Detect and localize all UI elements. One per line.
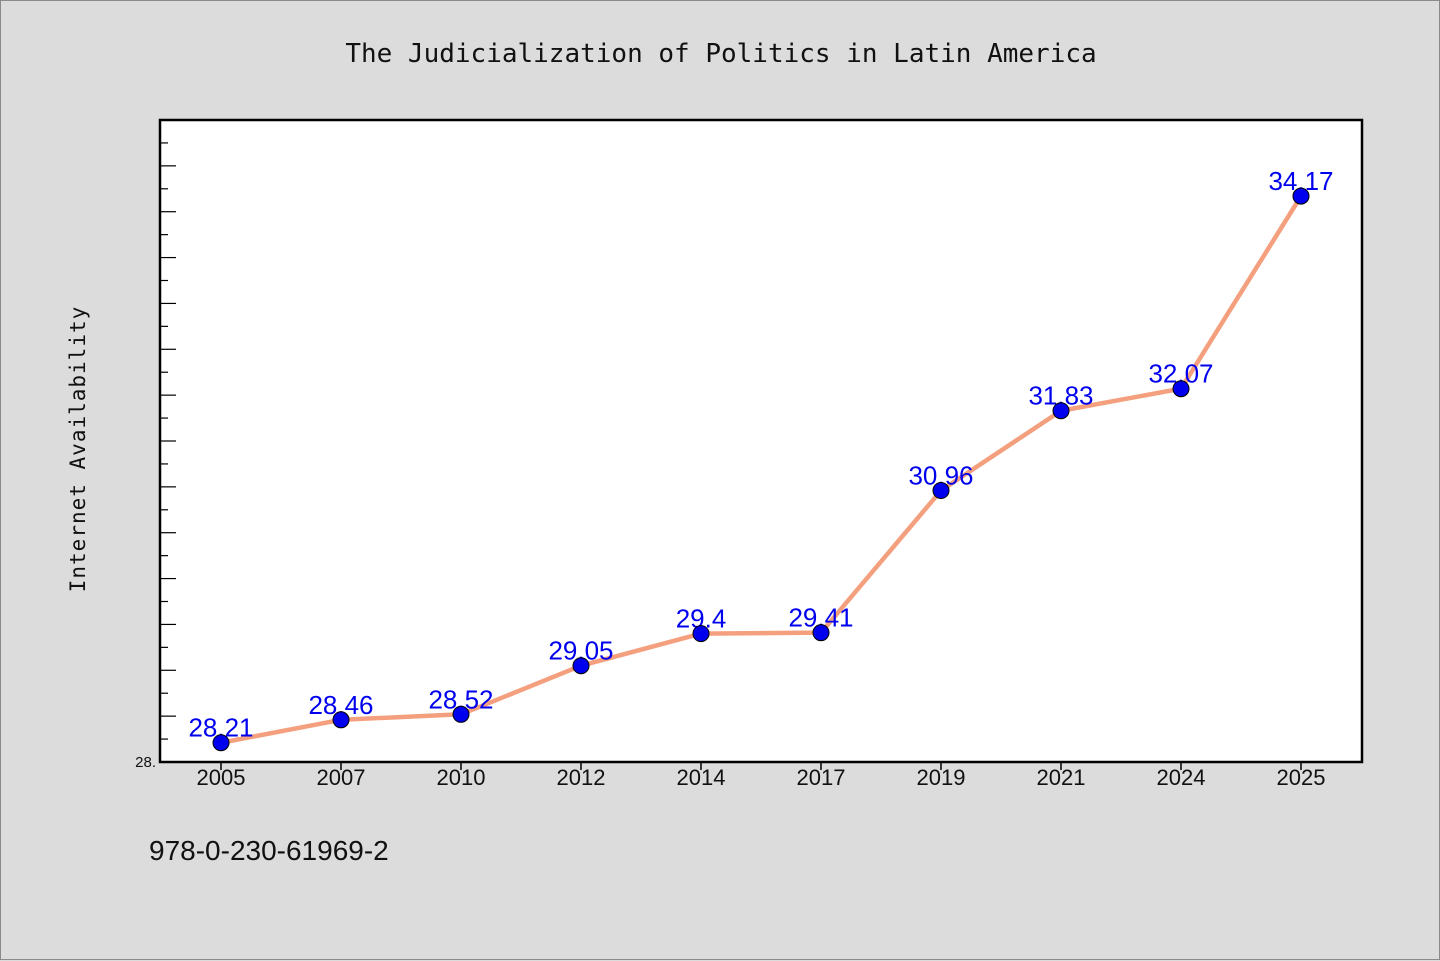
data-point xyxy=(212,734,230,752)
x-tick-label: 2021 xyxy=(1037,765,1086,790)
x-tick-label: 2007 xyxy=(317,765,366,790)
chart-title: The Judicialization of Politics in Latin… xyxy=(345,39,1096,69)
x-tick-label: 2017 xyxy=(797,765,846,790)
data-point xyxy=(572,657,590,675)
data-point xyxy=(1292,187,1310,205)
x-tick-label: 2010 xyxy=(437,765,486,790)
series-line xyxy=(220,194,1303,745)
y-tick-label: 28. xyxy=(135,754,156,771)
data-markers xyxy=(212,187,1310,752)
data-point xyxy=(932,482,950,500)
data-point xyxy=(1172,380,1190,398)
y-axis-label: Internet Availability xyxy=(66,306,90,593)
data-point xyxy=(812,624,830,642)
y-axis-ticks: 28. xyxy=(135,119,176,771)
x-axis-ticks: 2005 2007 2010 2012 2014 2017 2019 2021 2024 2025 xyxy=(197,762,1326,790)
data-point xyxy=(332,711,350,729)
data-point xyxy=(452,705,470,723)
x-tick-label: 2019 xyxy=(917,765,966,790)
plot-area xyxy=(158,118,1364,764)
data-point xyxy=(692,625,710,643)
x-tick-label: 2014 xyxy=(677,765,726,790)
footer-code: 978-0-230-61969-2 xyxy=(149,835,389,866)
data-point xyxy=(1052,402,1070,420)
x-tick-label: 2025 xyxy=(1277,765,1326,790)
x-tick-label: 2024 xyxy=(1157,765,1206,790)
x-tick-label: 2012 xyxy=(557,765,606,790)
x-tick-label: 2005 xyxy=(197,765,246,790)
